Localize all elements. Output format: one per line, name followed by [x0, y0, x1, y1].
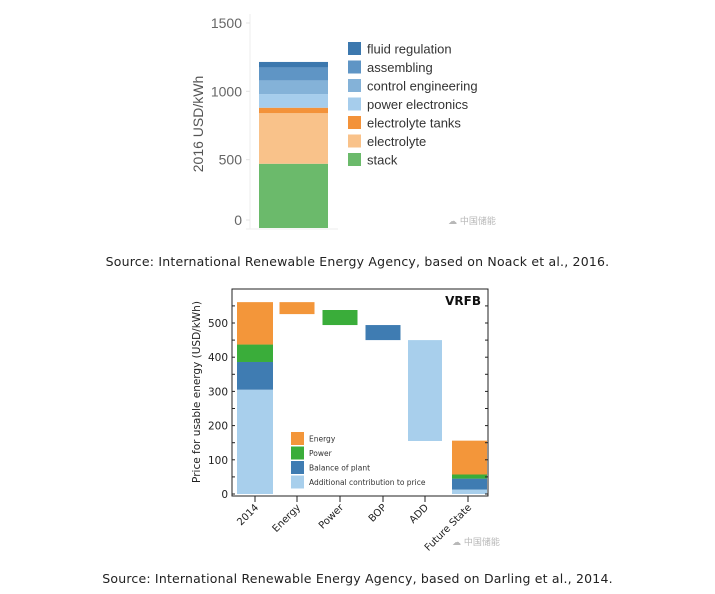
- y-tick-label: 500: [219, 152, 243, 168]
- bar-segment-balance-of-plant: [365, 325, 401, 341]
- bar-segment-power: [237, 344, 273, 362]
- bar-segment-stack: [259, 163, 328, 228]
- watermark-logo-icon: ☁: [448, 217, 457, 227]
- legend-label: Balance of plant: [309, 464, 370, 473]
- figure-caption: Source: International Renewable Energy A…: [102, 571, 613, 586]
- watermark-text: 中国储能: [463, 538, 500, 548]
- x-tick-label: BOP: [367, 502, 389, 524]
- legend-swatch: [348, 60, 361, 74]
- watermark-logo-icon: ☁: [452, 538, 461, 548]
- y-axis-label: 2016 USD/kWh: [190, 76, 206, 172]
- y-axis-label: Price for usable energy (USD/kWh): [191, 301, 203, 483]
- bar-2014: [237, 302, 273, 494]
- legend-label: Additional contribution to price: [309, 478, 426, 487]
- y-tick-label: 400: [208, 352, 228, 364]
- legend-label: power electronics: [367, 97, 469, 112]
- x-tick-label: Energy: [271, 502, 304, 535]
- figure-caption: Source: International Renewable Energy A…: [105, 254, 610, 269]
- legend-label: control engineering: [367, 79, 478, 94]
- bar-segment-fluid-regulation: [259, 61, 328, 68]
- y-tick-label: 200: [208, 421, 228, 433]
- bar-power: [322, 310, 358, 326]
- bar-add: [408, 340, 442, 441]
- legend-swatch: [348, 79, 361, 92]
- bar-segment-power: [452, 474, 487, 479]
- bar-segment-additional-contribution-to-price: [408, 340, 442, 441]
- legend-swatch: [348, 134, 361, 148]
- watermark-text: 中国储能: [459, 217, 496, 227]
- legend-swatch: [291, 432, 304, 445]
- legend-swatch: [348, 97, 361, 111]
- legend-label: electrolyte: [367, 134, 426, 149]
- legend-label: Energy: [309, 435, 336, 444]
- x-tick-label: ADD: [408, 502, 432, 526]
- plot-frame: [231, 288, 489, 497]
- watermark: ☁ 中国储能: [448, 214, 496, 227]
- bar-segment-energy: [237, 302, 273, 345]
- bar-segment-control-engineering: [259, 80, 328, 95]
- watermark: ☁ 中国储能: [452, 535, 500, 548]
- bar-segment-electrolyte: [259, 113, 328, 164]
- bar-energy: [279, 302, 315, 315]
- bar-future-state: [452, 440, 487, 494]
- bar-bop: [365, 325, 401, 341]
- legend-label: stack: [367, 153, 398, 168]
- bar-segment-power-electronics: [259, 94, 328, 108]
- bar-segment-additional-contribution-to-price: [452, 489, 487, 494]
- bar-segment-balance-of-plant: [237, 361, 273, 390]
- bar-segment-electrolyte-tanks: [259, 107, 328, 114]
- bar-segment-balance-of-plant: [452, 478, 487, 490]
- legend-swatch: [348, 153, 361, 166]
- legend-swatch: [348, 116, 361, 129]
- y-tick-label: 300: [208, 386, 228, 398]
- cost-breakdown-chart: 0 500 1000 1500 fluid regulation assembling c…: [190, 14, 478, 230]
- legend-swatch: [291, 461, 304, 474]
- y-tick-label: 1500: [211, 15, 242, 31]
- x-tick-label: Power: [317, 502, 347, 532]
- bar-segment-power: [322, 310, 358, 326]
- y-tick-label: 0: [221, 489, 228, 501]
- legend-label: electrolyte tanks: [367, 116, 461, 131]
- legend-swatch: [348, 42, 361, 55]
- bar-segment-additional-contribution-to-price: [237, 389, 273, 494]
- legend-label: Power: [309, 449, 333, 458]
- legend-label: assembling: [367, 60, 433, 75]
- bar-segment-energy: [452, 440, 487, 475]
- legend-swatch: [291, 475, 304, 489]
- bar-segment-assembling: [259, 67, 328, 81]
- y-tick-label: 1000: [211, 83, 242, 99]
- chart-title: VRFB: [445, 294, 481, 308]
- bar-segment-energy: [279, 302, 315, 315]
- x-tick-label: 2014: [235, 502, 261, 528]
- legend-label: fluid regulation: [367, 42, 452, 57]
- y-tick-label: 100: [208, 455, 228, 467]
- y-tick-label: 500: [208, 318, 228, 330]
- legend-swatch: [291, 446, 304, 460]
- y-tick-label: 0: [234, 212, 242, 228]
